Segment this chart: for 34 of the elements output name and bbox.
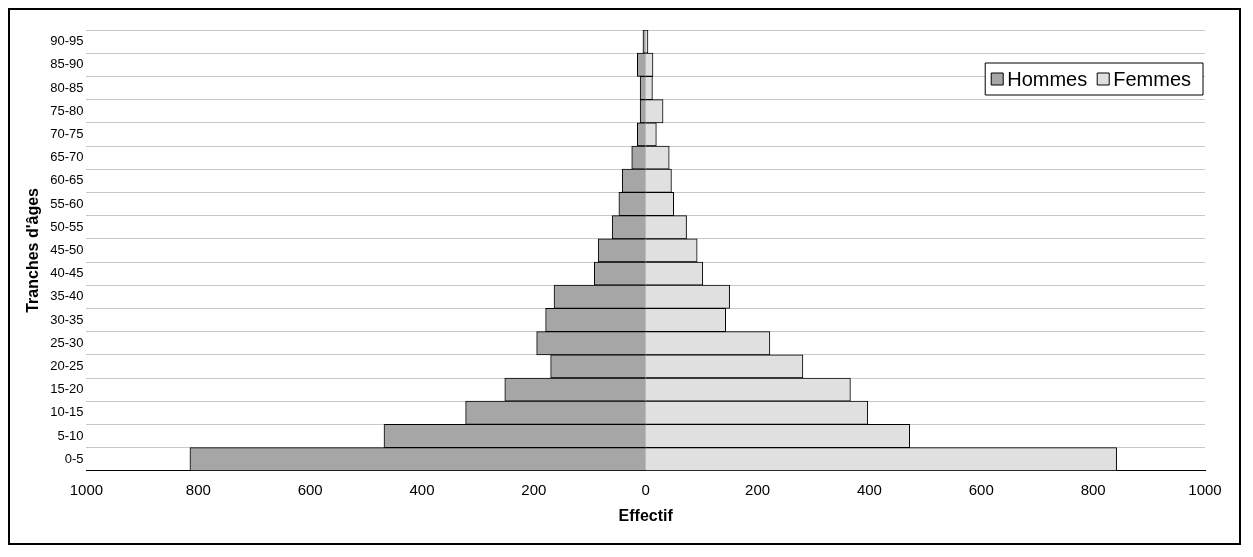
x-tick-label: 0 — [641, 480, 650, 498]
y-tick-label: 65-70 — [50, 149, 84, 165]
x-tick-label: 200 — [521, 480, 547, 498]
y-tick-label: 10-15 — [50, 404, 84, 420]
y-tick-label: 35-40 — [50, 288, 84, 304]
x-tick-label: 800 — [1080, 480, 1106, 498]
y-tick-label: 75-80 — [50, 102, 84, 118]
x-tick-label: 1000 — [69, 480, 104, 498]
y-tick-label: 80-85 — [50, 79, 84, 95]
x-tick-label: 200 — [745, 480, 771, 498]
y-tick-label: 20-25 — [50, 357, 84, 373]
y-tick-label: 30-35 — [50, 311, 84, 327]
y-tick-label: 90-95 — [50, 33, 84, 49]
x-tick-label: 400 — [409, 480, 435, 498]
x-tick-label: 800 — [185, 480, 211, 498]
x-axis-title: Effectif — [618, 506, 674, 524]
y-tick-label: 50-55 — [50, 218, 84, 234]
y-axis-title: Tranches d'âges — [24, 187, 42, 313]
x-tick-label: 1000 — [1188, 480, 1222, 498]
y-tick-label: 0-5 — [64, 450, 84, 466]
x-tick-label: 600 — [968, 480, 994, 498]
y-tick-label: 70-75 — [50, 125, 84, 141]
y-tick-label: 5-10 — [57, 427, 84, 443]
y-tick-label: 15-20 — [50, 381, 84, 397]
y-tick-label: 45-50 — [50, 241, 84, 257]
y-tick-label: 40-45 — [50, 265, 84, 281]
x-tick-label: 600 — [297, 480, 323, 498]
y-tick-label: 55-60 — [50, 195, 84, 211]
y-tick-label: 25-30 — [50, 334, 84, 350]
y-tick-label: 85-90 — [50, 56, 84, 72]
y-tick-label: 60-65 — [50, 172, 84, 188]
x-tick-label: 400 — [856, 480, 882, 498]
legend-label: Hommes — [1007, 67, 1088, 90]
legend-label: Femmes — [1113, 67, 1192, 90]
